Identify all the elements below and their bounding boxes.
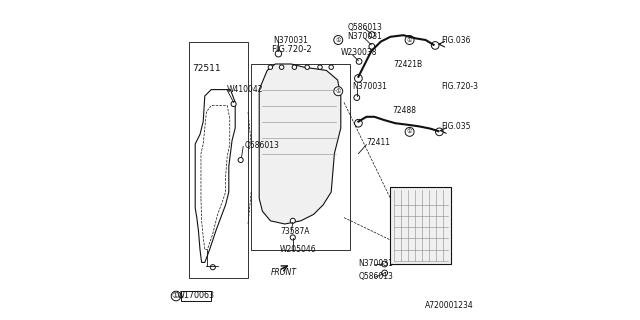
Circle shape	[405, 127, 414, 136]
Text: Q586013: Q586013	[347, 23, 382, 32]
Text: 72421B: 72421B	[394, 60, 423, 68]
Circle shape	[381, 261, 388, 267]
Text: W205046: W205046	[280, 245, 317, 254]
Text: 72511: 72511	[192, 64, 221, 73]
Circle shape	[355, 75, 362, 82]
Bar	[251, 64, 351, 250]
Bar	[189, 42, 248, 278]
Text: Q586013: Q586013	[245, 141, 280, 150]
Text: W230038: W230038	[340, 48, 378, 57]
Text: ①: ①	[172, 292, 179, 300]
Text: FIG.720-3: FIG.720-3	[442, 82, 479, 91]
Circle shape	[172, 291, 181, 301]
Text: W410042: W410042	[227, 85, 264, 94]
Circle shape	[334, 36, 343, 44]
Circle shape	[356, 59, 362, 64]
Circle shape	[231, 101, 236, 107]
Text: ①: ①	[335, 37, 341, 43]
Circle shape	[431, 42, 439, 49]
Circle shape	[381, 270, 388, 276]
Text: W170063: W170063	[177, 292, 215, 300]
Circle shape	[268, 65, 273, 69]
Bar	[390, 187, 451, 264]
Circle shape	[292, 65, 297, 69]
Circle shape	[355, 119, 362, 127]
Circle shape	[436, 128, 443, 136]
Text: N370031: N370031	[352, 82, 387, 91]
Circle shape	[317, 65, 323, 69]
Circle shape	[369, 44, 375, 49]
Circle shape	[280, 65, 284, 69]
Text: FIG.036: FIG.036	[442, 36, 471, 44]
Text: A720001234: A720001234	[425, 301, 474, 310]
Circle shape	[405, 36, 414, 44]
Text: FIG.720-2: FIG.720-2	[271, 45, 312, 54]
Circle shape	[290, 235, 295, 240]
Text: 73587A: 73587A	[280, 228, 310, 236]
Text: FRONT: FRONT	[270, 268, 296, 277]
Text: N370031: N370031	[358, 260, 393, 268]
Circle shape	[275, 51, 282, 57]
Circle shape	[210, 265, 215, 270]
Circle shape	[305, 65, 310, 69]
Circle shape	[354, 95, 360, 100]
Circle shape	[238, 157, 243, 163]
Circle shape	[369, 32, 375, 37]
Circle shape	[329, 65, 333, 69]
Text: ①: ①	[335, 89, 341, 94]
Text: ①: ①	[407, 129, 412, 134]
Bar	[181, 291, 211, 301]
Polygon shape	[259, 64, 340, 224]
Circle shape	[334, 87, 343, 96]
Text: ①: ①	[407, 37, 412, 43]
Circle shape	[290, 218, 295, 223]
Text: Q586013: Q586013	[358, 272, 393, 281]
Text: N370031: N370031	[347, 32, 382, 41]
Text: FIG.035: FIG.035	[442, 122, 471, 131]
Text: 72411: 72411	[366, 138, 390, 147]
Text: 72488: 72488	[392, 106, 416, 115]
Text: N370031: N370031	[274, 36, 308, 44]
